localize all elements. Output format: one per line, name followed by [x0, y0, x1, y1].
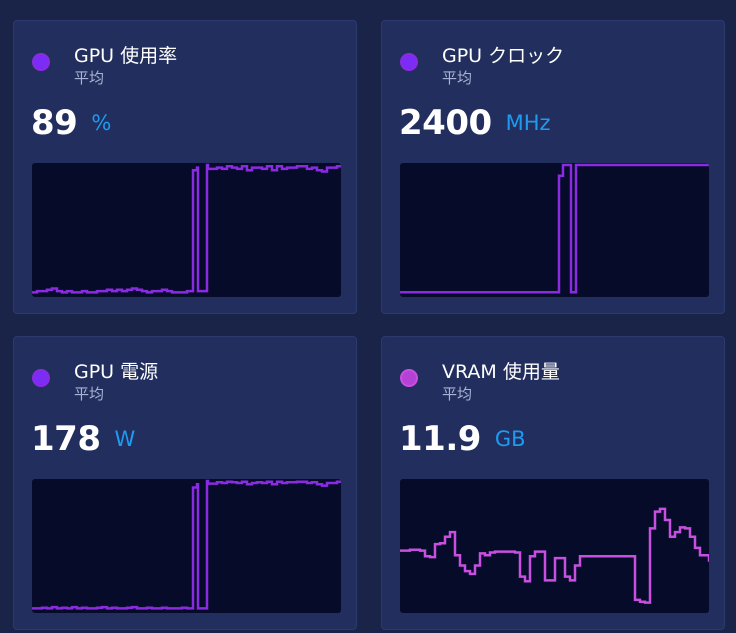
series-line: [400, 507, 709, 604]
gpu-power-card[interactable]: GPU 電源 平均 178 W: [13, 336, 357, 630]
metric-unit: GB: [494, 427, 526, 451]
card-subtitle: 平均: [74, 69, 105, 87]
gpu-clock-status-icon: [400, 53, 418, 71]
metric-value: 178: [31, 419, 101, 459]
gpu-clock-chart: [400, 163, 709, 297]
metric-value: 11.9: [399, 419, 481, 459]
series-line: [400, 163, 709, 294]
gpu-power-status-icon: [32, 369, 50, 387]
chart-svg: [400, 507, 709, 604]
vram-usage-status-icon: [400, 369, 418, 387]
vram-usage-card[interactable]: VRAM 使用量 平均 11.9 GB: [381, 336, 725, 630]
card-title: VRAM 使用量: [442, 361, 560, 383]
series-line: [32, 163, 341, 294]
card-subtitle: 平均: [74, 385, 105, 403]
gpu-usage-status-icon: [32, 53, 50, 71]
metric-value: 89: [31, 103, 78, 143]
gpu-usage-chart: [32, 163, 341, 297]
value-row: 89%: [31, 103, 111, 143]
value-row: 11.9 GB: [399, 419, 526, 459]
gpu-usage-card[interactable]: GPU 使用率 平均 89%: [13, 20, 357, 314]
metric-unit: MHz: [505, 111, 551, 135]
series-line: [32, 479, 341, 610]
chart-svg: [32, 479, 341, 610]
value-row: 178 W: [31, 419, 135, 459]
chart-svg: [400, 163, 709, 294]
metric-value: 2400: [399, 103, 492, 143]
card-title: GPU クロック: [442, 45, 565, 67]
card-title: GPU 電源: [74, 361, 159, 383]
metric-unit: W: [114, 427, 136, 451]
vram-usage-chart: [400, 479, 709, 613]
gpu-power-chart: [32, 479, 341, 613]
value-row: 2400 MHz: [399, 103, 551, 143]
card-subtitle: 平均: [442, 385, 473, 403]
gpu-clock-card[interactable]: GPU クロック 平均 2400 MHz: [381, 20, 725, 314]
chart-svg: [32, 163, 341, 294]
card-title: GPU 使用率: [74, 45, 178, 67]
card-subtitle: 平均: [442, 69, 473, 87]
metric-unit: %: [91, 111, 112, 135]
